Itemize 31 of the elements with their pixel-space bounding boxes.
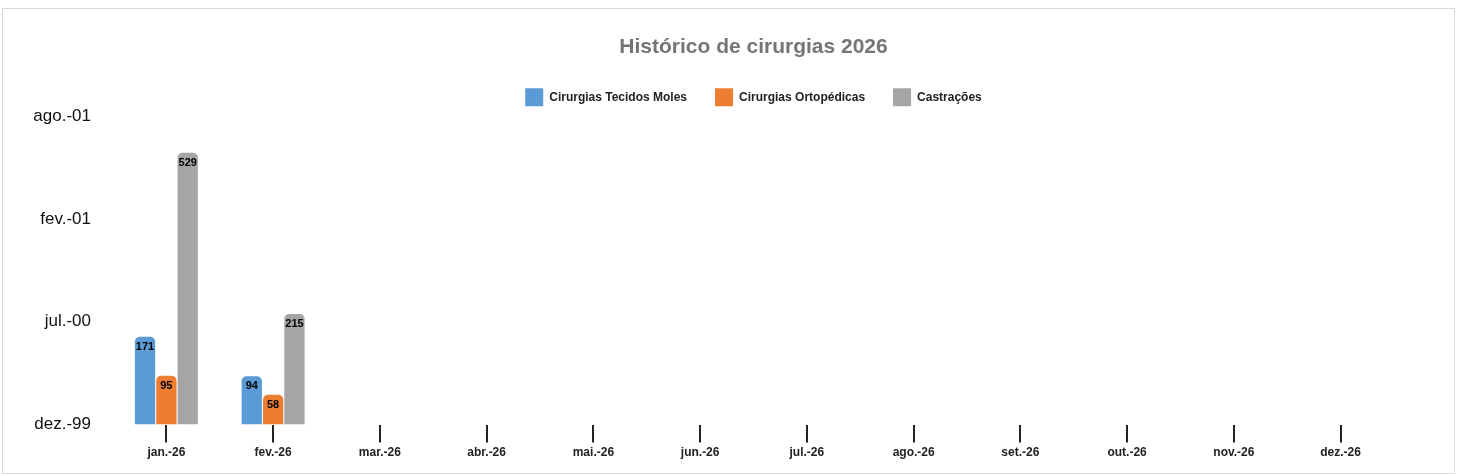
bar xyxy=(284,314,305,425)
x-tick-label: abr.-26 xyxy=(467,445,507,460)
text: fev.-01 xyxy=(40,208,91,228)
data-label: 529 xyxy=(178,155,197,168)
data-label: 95 xyxy=(160,378,173,391)
legend-label: Cirurgias Tecidos Moles xyxy=(549,89,688,104)
x-tick-label: nov.-26 xyxy=(1213,445,1255,460)
x-tick-label: mar.-26 xyxy=(358,445,402,460)
data-label: 171 xyxy=(135,339,155,352)
x-tick-label: mai.-26 xyxy=(572,445,615,460)
data-label: 58 xyxy=(267,397,280,410)
x-tick-label: set.-26 xyxy=(1001,445,1040,460)
x-tick-label: fev.-26 xyxy=(254,445,293,460)
x-tick-label: jun.-26 xyxy=(679,445,720,460)
legend-label: Cirurgias Ortopédicas xyxy=(739,89,866,104)
x-tick-label: ago.-26 xyxy=(892,445,935,460)
x-tick-label: out.-26 xyxy=(1107,445,1148,460)
bar xyxy=(177,152,198,425)
legend-label: Castrações xyxy=(917,89,983,104)
text: dez.-99 xyxy=(34,414,91,434)
x-tick-label: dez.-26 xyxy=(1320,445,1362,460)
x-tick-label: jul.-26 xyxy=(788,445,825,460)
bar xyxy=(241,376,262,425)
bar xyxy=(134,336,156,425)
data-label: 94 xyxy=(245,379,259,392)
data-label: 215 xyxy=(285,317,304,330)
chart-title: Histórico de cirurgias 2026 xyxy=(619,34,888,58)
x-tick-label: jan.-26 xyxy=(146,445,186,460)
bar xyxy=(156,375,177,425)
text: jul.-00 xyxy=(43,311,91,331)
text: ago.-01 xyxy=(33,105,91,125)
